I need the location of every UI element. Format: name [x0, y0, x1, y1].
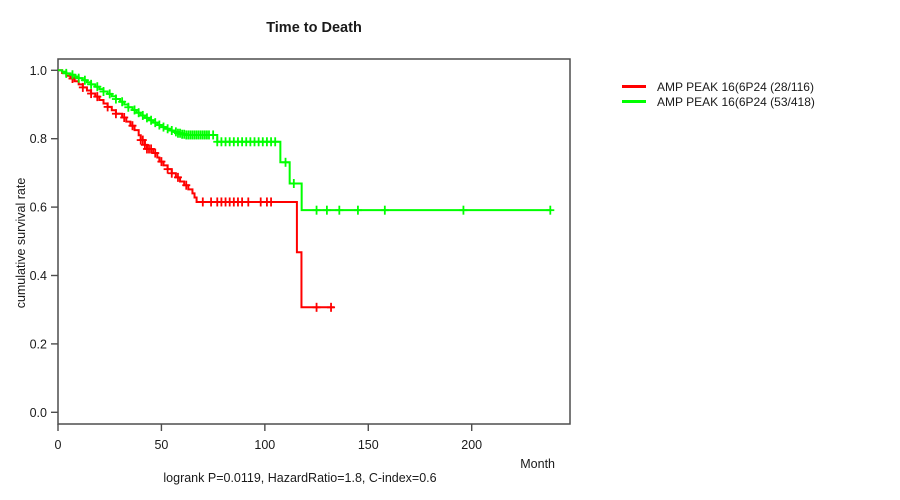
x-axis-label: Month [520, 457, 555, 471]
svg-text:0.2: 0.2 [30, 337, 47, 351]
svg-text:100: 100 [254, 438, 275, 452]
svg-text:1.0: 1.0 [30, 64, 47, 78]
svg-text:0.4: 0.4 [30, 269, 47, 283]
legend-line-icon [622, 85, 646, 88]
svg-text:50: 50 [154, 438, 168, 452]
chart-title: Time to Death [266, 20, 362, 36]
svg-text:200: 200 [461, 438, 482, 452]
svg-text:0.0: 0.0 [30, 406, 47, 420]
svg-text:0.8: 0.8 [30, 132, 47, 146]
svg-text:150: 150 [358, 438, 379, 452]
legend-label: AMP PEAK 16(6P24 (28/116) [657, 79, 814, 94]
legend-item: AMP PEAK 16(6P24 (53/418) [622, 94, 815, 109]
svg-text:0.6: 0.6 [30, 201, 47, 215]
legend-label: AMP PEAK 16(6P24 (53/418) [657, 94, 815, 109]
y-axis-label: cumulative survival rate [14, 177, 28, 309]
legend: AMP PEAK 16(6P24 (28/116) AMP PEAK 16(6P… [622, 79, 815, 109]
legend-item: AMP PEAK 16(6P24 (28/116) [622, 79, 815, 94]
footer-stats: logrank P=0.0119, HazardRatio=1.8, C-ind… [163, 471, 437, 485]
legend-line-icon [622, 100, 646, 103]
svg-text:0: 0 [55, 438, 62, 452]
